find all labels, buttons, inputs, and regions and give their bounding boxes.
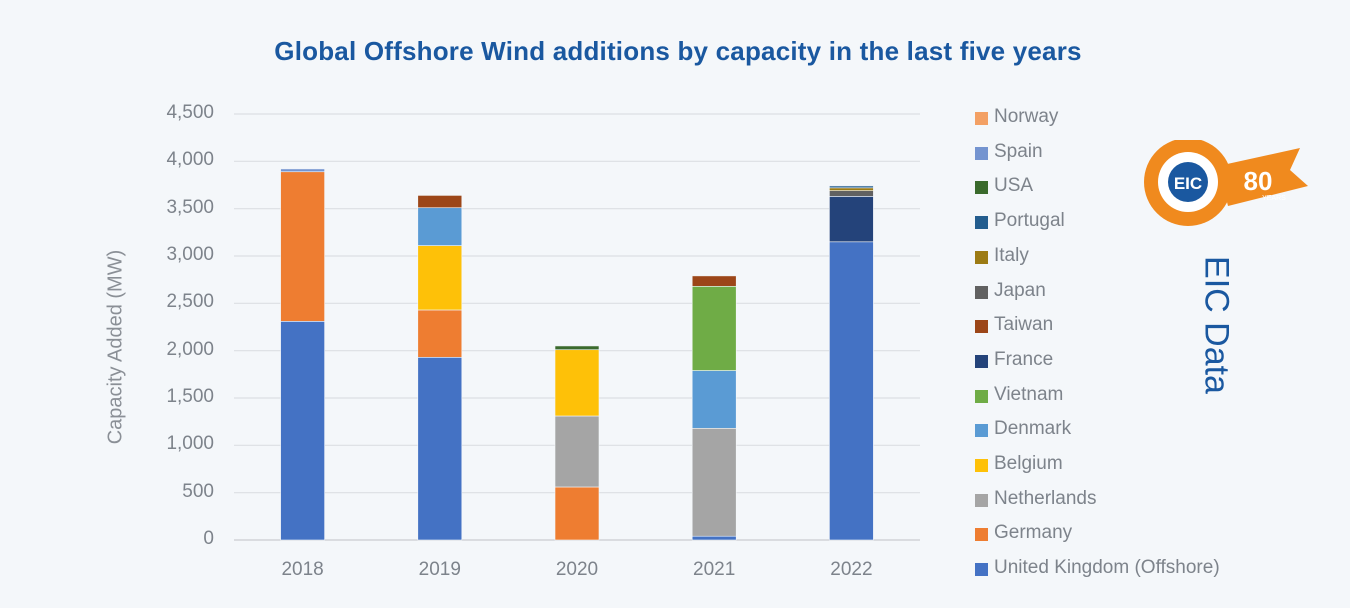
logo-years: YEARS bbox=[1262, 195, 1286, 202]
bar-segment bbox=[417, 195, 463, 209]
logo-anniversary: 80 bbox=[1244, 166, 1273, 196]
legend-label: USA bbox=[994, 175, 1034, 197]
bar-segment bbox=[691, 285, 737, 371]
bar-segment bbox=[280, 321, 325, 541]
y-tick-label: 500 bbox=[182, 480, 214, 502]
bar-segment bbox=[554, 415, 600, 488]
bar-segment bbox=[417, 356, 463, 541]
bar-segment bbox=[691, 275, 737, 287]
y-tick-label: 4,500 bbox=[166, 102, 214, 123]
legend-label: Japan bbox=[994, 279, 1046, 301]
legend-swatch bbox=[975, 424, 988, 438]
eic-data-label: EIC Data bbox=[1197, 256, 1236, 394]
legend-swatch bbox=[975, 354, 988, 368]
x-tick-label: 2018 bbox=[281, 559, 324, 580]
legend-swatch bbox=[975, 250, 988, 264]
y-tick-label: 0 bbox=[203, 528, 214, 549]
legend-label: France bbox=[994, 348, 1054, 370]
bar-segment bbox=[554, 486, 600, 541]
bar-segment bbox=[417, 245, 463, 311]
bar-segment bbox=[554, 345, 600, 351]
y-tick-label: 4,000 bbox=[166, 149, 214, 171]
bar-segment bbox=[691, 370, 737, 429]
y-axis-label: Capacity Added (MW) bbox=[104, 249, 127, 445]
legend-swatch bbox=[975, 216, 988, 230]
bar-segment bbox=[691, 427, 737, 537]
legend-label: Spain bbox=[994, 140, 1043, 162]
legend-swatch bbox=[975, 285, 988, 299]
y-tick-label: 3,000 bbox=[166, 244, 214, 265]
legend-label: Germany bbox=[994, 522, 1073, 544]
bar-segment bbox=[829, 190, 874, 197]
bar-segment bbox=[417, 207, 463, 246]
chart-title: Global Offshore Wind additions by capaci… bbox=[274, 36, 1082, 66]
bar-segment bbox=[280, 168, 325, 173]
legend-label: Norway bbox=[994, 106, 1059, 127]
y-tick-label: 1,000 bbox=[166, 433, 214, 455]
legend-swatch bbox=[975, 459, 988, 472]
bar-segment bbox=[829, 185, 874, 189]
y-tick-label: 3,500 bbox=[166, 196, 214, 218]
legend-label: Portugal bbox=[994, 210, 1065, 232]
bar-segment bbox=[829, 241, 874, 541]
bar-segment bbox=[829, 196, 874, 243]
bar-segment bbox=[554, 349, 600, 417]
legend-label: Italy bbox=[994, 244, 1029, 266]
y-tick-label: 2,500 bbox=[166, 291, 214, 313]
legend-swatch bbox=[975, 146, 988, 160]
legend-label: Taiwan bbox=[994, 314, 1054, 336]
legend-swatch bbox=[975, 528, 988, 542]
logo-banner bbox=[1218, 148, 1308, 206]
legend-label: Vietnam bbox=[994, 383, 1064, 405]
bar-segment bbox=[280, 171, 325, 322]
legend-label: Denmark bbox=[994, 418, 1072, 440]
legend-swatch bbox=[975, 493, 988, 507]
logo-initials: EIC bbox=[1174, 174, 1202, 193]
x-tick-label: 2021 bbox=[693, 559, 736, 580]
legend-swatch bbox=[975, 181, 988, 195]
eic-80-years-logo: EIC 80 YEARS bbox=[1144, 140, 1308, 226]
legend-swatch bbox=[975, 320, 988, 334]
legend-label: United Kingdom (Offshore) bbox=[994, 557, 1220, 579]
bar-segment bbox=[691, 535, 737, 541]
x-tick-label: 2022 bbox=[830, 559, 873, 580]
bar-segment bbox=[417, 309, 463, 358]
legend-label: Netherlands bbox=[994, 487, 1097, 509]
y-tick-label: 2,000 bbox=[166, 338, 214, 360]
y-tick-label: 1,500 bbox=[166, 386, 214, 407]
legend-swatch bbox=[975, 112, 988, 125]
bar-segment bbox=[829, 187, 874, 191]
legend-label: Belgium bbox=[994, 453, 1063, 474]
x-tick-label: 2020 bbox=[555, 559, 599, 580]
legend-swatch bbox=[975, 389, 988, 403]
legend-swatch bbox=[975, 563, 988, 577]
x-tick-label: 2019 bbox=[418, 559, 461, 580]
